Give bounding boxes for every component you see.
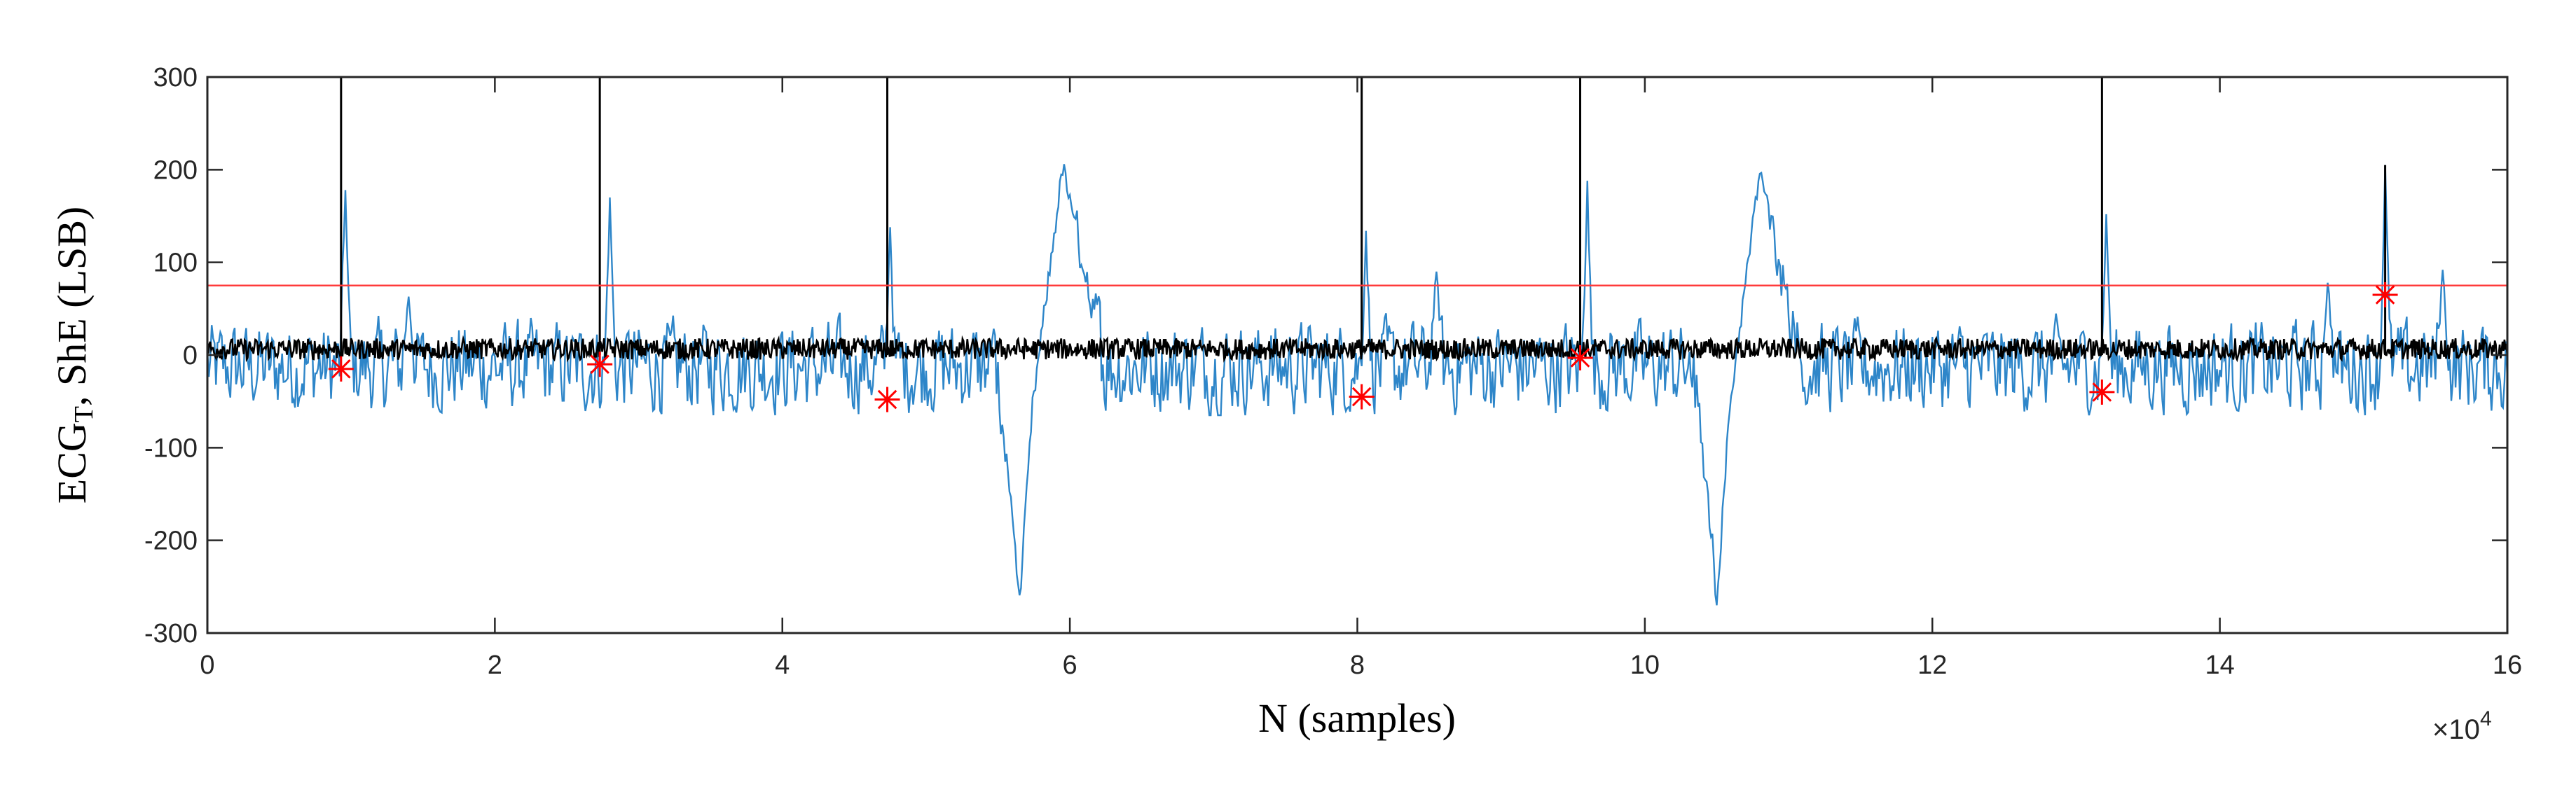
y-tick-label: 300: [153, 63, 198, 92]
y-tick-label: -200: [144, 527, 198, 556]
x-tick-label: 4: [775, 651, 790, 680]
x-exponent-power: 4: [2480, 707, 2492, 730]
x-tick-label: 16: [2493, 651, 2522, 680]
x-axis-label: N (samples): [1258, 695, 1456, 741]
x-tick-label: 8: [1350, 651, 1365, 680]
x-tick-label: 10: [1630, 651, 1660, 680]
y-tick-label: 200: [153, 155, 198, 185]
ecg-series: [206, 164, 2509, 606]
x-tick-label: 12: [1917, 651, 1947, 680]
x-tick-label: 6: [1063, 651, 1077, 680]
peak-marker: [2089, 379, 2115, 405]
x-tick-label: 0: [200, 651, 214, 680]
y-axis-label-rest: , ShE (LSB): [49, 207, 95, 406]
y-axis-label-subscript: T: [69, 406, 99, 422]
x-tick-label: 14: [2205, 651, 2234, 680]
peak-marker: [874, 387, 900, 412]
peak-marker: [2372, 282, 2398, 307]
detection-spikes: [340, 77, 2387, 355]
x-tick-label: 2: [488, 651, 502, 680]
y-axis-label: ECGT, ShE (LSB): [49, 207, 99, 503]
ecg-line: [206, 164, 2509, 606]
x-exponent-prefix: ×10: [2432, 714, 2480, 745]
y-tick-label: -100: [144, 433, 198, 463]
peak-markers: [328, 282, 2398, 412]
x-axis-ticks: 0 2 4 6 8 10 12 14 16: [200, 77, 2522, 680]
y-axis-label-main: ECG: [49, 422, 95, 503]
y-tick-label: 0: [183, 341, 198, 370]
y-axis-ticks: -300 -200 -100 0 100 200 300: [144, 63, 2507, 648]
peak-marker: [587, 352, 613, 377]
y-tick-label: 100: [153, 249, 198, 278]
peak-marker: [328, 356, 354, 382]
peak-marker: [1567, 345, 1593, 370]
peak-marker: [1349, 384, 1375, 410]
y-tick-label: -300: [144, 619, 198, 648]
